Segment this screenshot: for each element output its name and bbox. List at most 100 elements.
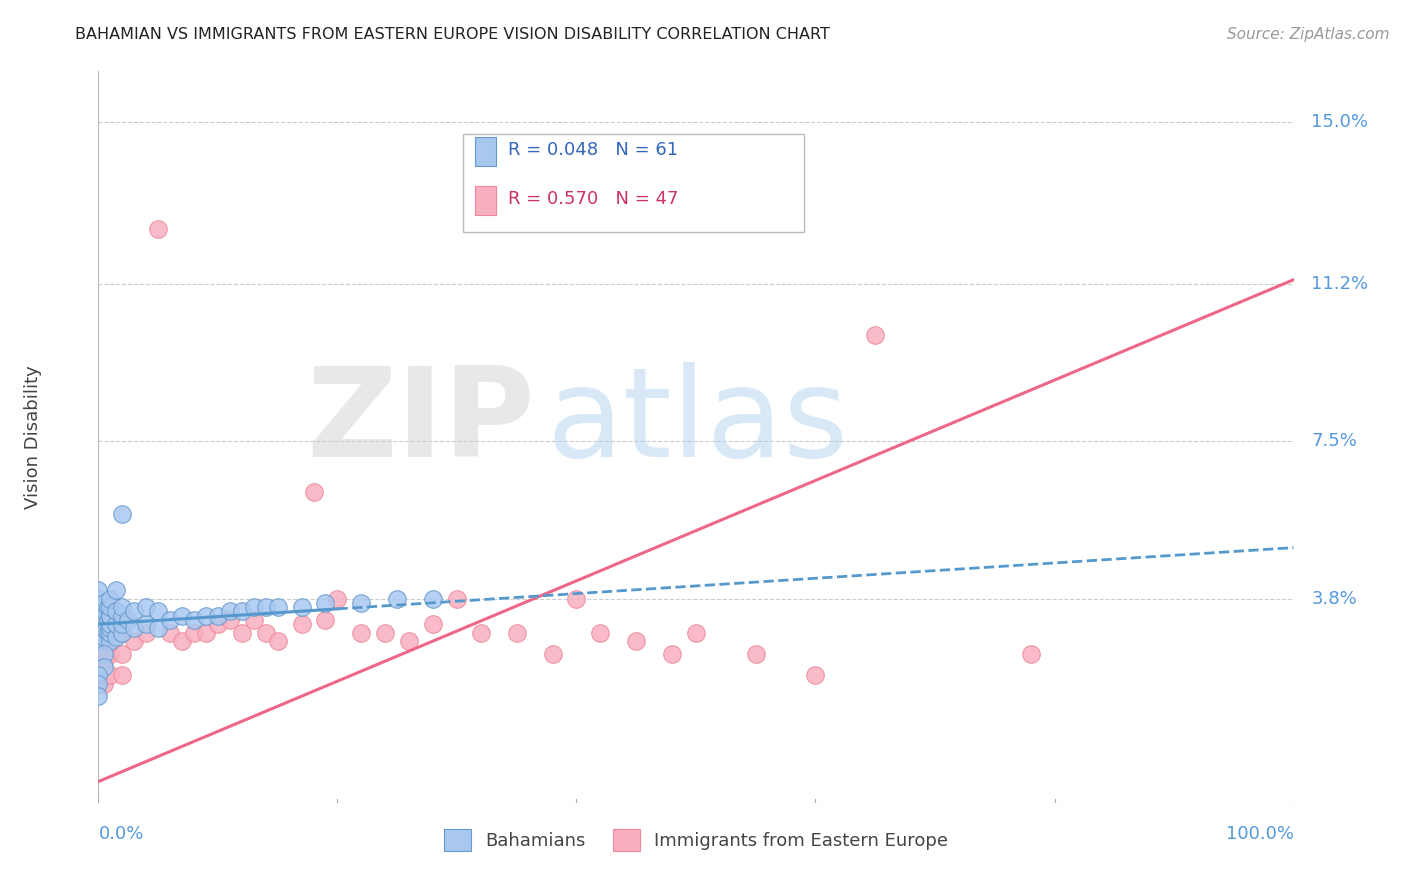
Point [98, 625, 122, 640]
Point [87, 604, 110, 618]
Point [93, 677, 115, 691]
Point [565, 591, 588, 606]
Point [374, 625, 396, 640]
Point [148, 604, 170, 618]
Point [87, 647, 110, 661]
Point [183, 625, 205, 640]
Point [87, 634, 110, 648]
Point [111, 625, 134, 640]
Point [135, 625, 157, 640]
Point [661, 647, 683, 661]
Point [159, 625, 181, 640]
Point [98, 647, 122, 661]
Point [93, 659, 115, 673]
Point [98, 668, 122, 682]
Point [124, 604, 146, 618]
Point [291, 600, 314, 615]
Text: 0.0%: 0.0% [98, 825, 143, 843]
Point [98, 608, 122, 623]
Point [219, 604, 242, 618]
Point [385, 591, 409, 606]
Point [195, 608, 218, 623]
Point [87, 591, 110, 606]
Point [111, 625, 134, 640]
Point [117, 613, 139, 627]
Point [302, 485, 325, 500]
Point [111, 600, 134, 615]
Point [804, 668, 827, 682]
Point [1019, 647, 1042, 661]
Point [98, 634, 122, 648]
Point [87, 608, 110, 623]
Point [87, 583, 110, 598]
Point [87, 600, 110, 615]
Point [93, 647, 115, 661]
Point [231, 604, 253, 618]
Point [87, 668, 110, 682]
Point [93, 604, 115, 618]
Point [111, 647, 134, 661]
Point [87, 690, 110, 704]
Point [135, 600, 157, 615]
Point [745, 647, 768, 661]
Point [93, 630, 115, 644]
Text: 15.0%: 15.0% [1312, 113, 1368, 131]
Point [254, 625, 277, 640]
Point [159, 613, 181, 627]
Point [350, 596, 373, 610]
Point [105, 630, 128, 644]
Point [422, 617, 444, 632]
Point [291, 617, 314, 632]
Text: Vision Disability: Vision Disability [24, 365, 42, 509]
Point [422, 591, 444, 606]
Point [350, 625, 373, 640]
Point [111, 507, 134, 521]
Point [111, 617, 134, 632]
Point [685, 625, 707, 640]
Point [195, 625, 218, 640]
Point [207, 608, 229, 623]
Point [243, 600, 266, 615]
Point [207, 617, 229, 632]
Point [267, 600, 290, 615]
Point [98, 634, 122, 648]
FancyBboxPatch shape [475, 186, 496, 216]
Point [470, 625, 492, 640]
Text: R = 0.570   N = 47: R = 0.570 N = 47 [509, 190, 679, 209]
Text: 11.2%: 11.2% [1312, 275, 1368, 293]
Point [219, 613, 242, 627]
Point [267, 634, 290, 648]
Point [87, 634, 110, 648]
FancyBboxPatch shape [463, 134, 804, 232]
Point [398, 634, 420, 648]
FancyBboxPatch shape [475, 137, 496, 167]
Point [231, 625, 253, 640]
Point [124, 622, 146, 636]
Point [148, 221, 170, 235]
Point [506, 625, 529, 640]
Point [87, 613, 110, 627]
Text: BAHAMIAN VS IMMIGRANTS FROM EASTERN EUROPE VISION DISABILITY CORRELATION CHART: BAHAMIAN VS IMMIGRANTS FROM EASTERN EURO… [75, 27, 830, 42]
Point [124, 634, 146, 648]
Point [541, 647, 564, 661]
Point [93, 622, 115, 636]
Point [172, 608, 194, 623]
Point [315, 613, 337, 627]
Point [97, 613, 120, 627]
Point [315, 596, 337, 610]
Point [589, 625, 612, 640]
Text: 100.0%: 100.0% [1226, 825, 1294, 843]
Legend: Bahamians, Immigrants from Eastern Europe: Bahamians, Immigrants from Eastern Europ… [434, 820, 957, 860]
Point [105, 604, 128, 618]
Point [87, 625, 110, 640]
Point [97, 600, 120, 615]
Point [98, 617, 122, 632]
Point [98, 600, 122, 615]
Point [87, 617, 110, 632]
Text: 3.8%: 3.8% [1312, 590, 1357, 607]
Point [326, 591, 349, 606]
Text: atlas: atlas [547, 362, 849, 483]
Point [626, 634, 648, 648]
Point [105, 617, 128, 632]
Point [111, 608, 134, 623]
